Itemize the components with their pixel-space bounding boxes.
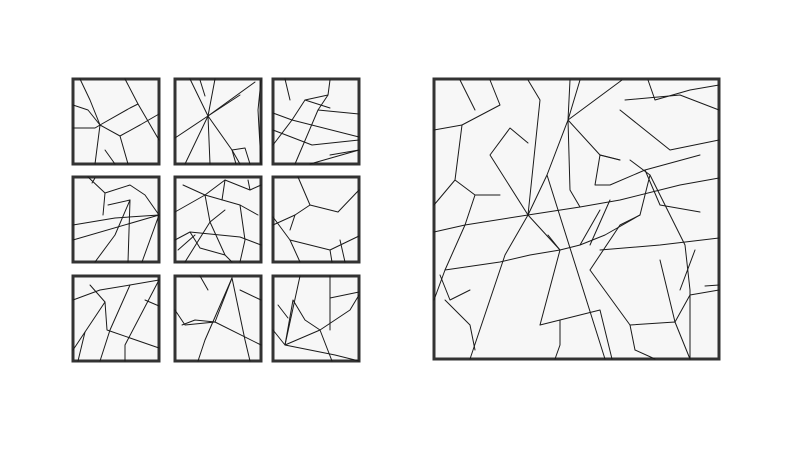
tile-frame	[271, 175, 361, 264]
small-tile-r2c1[interactable]	[71, 175, 161, 264]
assembled-pattern	[433, 79, 720, 360]
tile-frame	[173, 274, 263, 363]
tile-pattern	[272, 78, 360, 165]
tile-pattern	[174, 275, 262, 362]
small-tile-r3c1[interactable]	[71, 274, 161, 363]
small-tile-r3c2[interactable]	[173, 274, 263, 363]
small-tiles-grid	[71, 77, 361, 363]
tile-frame	[173, 77, 263, 166]
assembled-frame	[432, 77, 721, 361]
assembled-puzzle[interactable]	[432, 77, 721, 361]
tile-pattern	[174, 179, 262, 263]
tile-frame	[71, 77, 161, 166]
tile-pattern	[72, 78, 160, 165]
small-tile-r1c2[interactable]	[173, 77, 263, 166]
small-tile-r1c1[interactable]	[71, 77, 161, 166]
tile-pattern	[72, 279, 160, 362]
tile-pattern	[72, 176, 160, 263]
tile-pattern	[272, 176, 360, 263]
tile-frame	[173, 175, 263, 264]
small-tile-r2c3[interactable]	[271, 175, 361, 264]
tile-frame	[271, 274, 361, 363]
tile-frame	[271, 77, 361, 166]
tile-frame	[71, 274, 161, 363]
tile-pattern	[272, 275, 360, 362]
small-tile-r2c2[interactable]	[173, 175, 263, 264]
small-tile-r1c3[interactable]	[271, 77, 361, 166]
small-tile-r3c3[interactable]	[271, 274, 361, 363]
tile-pattern	[174, 78, 262, 165]
